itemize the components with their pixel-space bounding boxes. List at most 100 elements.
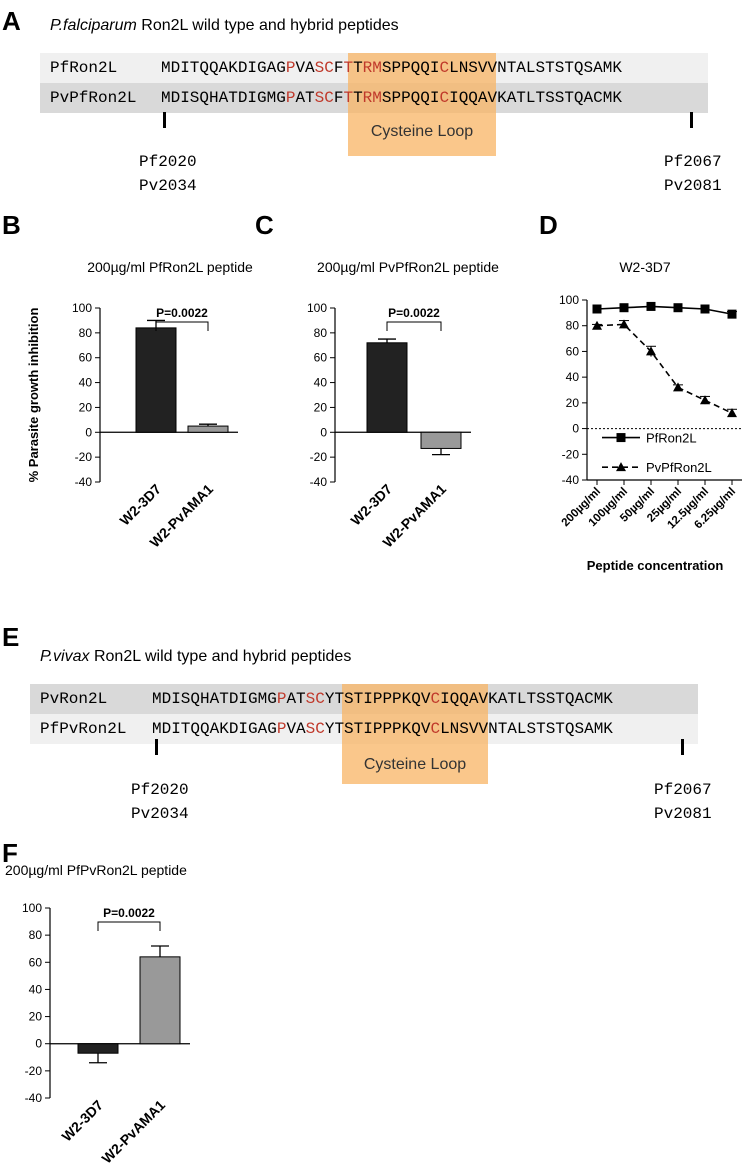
- end-tick-e: [681, 739, 684, 755]
- pfron2l-segment: RM: [362, 59, 382, 77]
- chart-d-x-label: Peptide concentration: [587, 558, 724, 573]
- panel-e-title: P.vivax Ron2L wild type and hybrid pepti…: [40, 648, 351, 666]
- pfron2l-segment: LNSVVNTALSTSTQSAMK: [449, 59, 622, 77]
- panel-e-title-species: P.vivax: [40, 648, 90, 665]
- chart-f-y-tick-label: -40: [25, 1091, 43, 1105]
- chart-d-y-tick-label: 20: [566, 396, 580, 410]
- pfpvron2l-segment: VA: [286, 720, 306, 738]
- pfron2l-segment: P: [285, 59, 296, 77]
- pvpfron2l-segment: SPPQQI: [381, 89, 440, 107]
- start-positions-a: Pf2020 Pv2034: [139, 150, 197, 198]
- pfpvron2l-segment: P: [276, 720, 287, 738]
- chart-d-point-triangle: [673, 382, 683, 392]
- pvpfron2l-segment: T: [353, 89, 363, 107]
- chart-d-title: W2-3D7: [619, 259, 671, 275]
- seq-name-pvron2l: PvRon2L: [40, 690, 108, 708]
- pfron2l-segment: SC: [314, 59, 334, 77]
- pvron2l-segment: IQQAVKATLTSSTQACMK: [440, 690, 613, 708]
- cysteine-loop-box-e: Cysteine Loop: [342, 684, 488, 784]
- chart-f-y-tick-label: 60: [29, 955, 43, 969]
- chart-d-point-triangle: [727, 408, 737, 418]
- chart-c: 200µg/ml PvPfRon2L peptide 100 80 60 40 20 0 -2…: [307, 259, 499, 550]
- panel-e-title-rest: Ron2L wild type and hybrid peptides: [89, 648, 352, 665]
- chart-d-point-square: [727, 309, 737, 319]
- chart-c-y-tick-label: 60: [314, 351, 328, 365]
- pfpvron2l-segment: SC: [305, 720, 325, 738]
- charts-row-f: 200µg/ml PfPvRon2L peptide 100 80 60 40 20 0 -2…: [5, 862, 190, 1167]
- pvpfron2l-segment: AT: [295, 89, 315, 107]
- chart-d-point-square: [646, 301, 656, 311]
- seq-name-pvpfron2l: PvPfRon2L: [50, 89, 137, 107]
- seq-name-pfpvron2l: PfPvRon2L: [40, 720, 127, 738]
- pfron2l-segment: SPPQQI: [381, 59, 440, 77]
- start-pos-pv-a: Pv2034: [139, 177, 197, 195]
- pvpfron2l-segment: C: [439, 89, 450, 107]
- chart-b-y-tick-label: 60: [79, 351, 93, 365]
- chart-b-y-tick-label: -40: [75, 475, 93, 489]
- chart-d-point-square: [592, 304, 602, 314]
- chart-d-point-square: [619, 303, 629, 313]
- chart-d-legend-label: PfRon2L: [646, 431, 697, 446]
- end-positions-e: Pf2067 Pv2081: [654, 778, 712, 826]
- pfron2l-segment: MDITQQAKDIGAG: [161, 59, 286, 77]
- chart-d-point-square: [700, 304, 710, 314]
- chart-d-y-tick-label: 40: [566, 370, 580, 384]
- start-positions-e: Pf2020 Pv2034: [131, 778, 189, 826]
- chart-c-y-tick-label: 40: [314, 376, 328, 390]
- panel-a-title-species: P.falciparum: [50, 17, 137, 34]
- chart-b-p-value: P=0.0022: [156, 306, 208, 320]
- chart-d-point-triangle: [646, 346, 656, 356]
- seq-text-pfron2l: MDITQQAKDIGAGPVASCFTTRMSPPQQICLNSVVNTALS…: [161, 59, 622, 77]
- chart-b-title: 200µg/ml PfRon2L peptide: [87, 259, 253, 275]
- chart-b-y-tick-label: 40: [79, 376, 93, 390]
- chart-f-bar: [139, 956, 181, 1045]
- panel-a-letter: A: [2, 6, 21, 36]
- chart-c-category-label: W2-3D7: [347, 481, 395, 529]
- chart-d-legend-marker: [616, 433, 626, 443]
- chart-c-y-tick-label: -40: [310, 475, 328, 489]
- chart-b-bar: [187, 425, 229, 433]
- panel-c-letter: C: [255, 210, 274, 240]
- chart-c-y-tick-label: 100: [307, 301, 327, 315]
- chart-f-category-label: W2-3D7: [58, 1097, 106, 1145]
- panel-b-letter: B: [2, 210, 21, 240]
- chart-b-y-label: % Parasite growth inhibition: [26, 308, 41, 483]
- pvron2l-segment: SC: [305, 690, 325, 708]
- end-pos-pf-a: Pf2067: [664, 153, 722, 171]
- chart-f-category-label: W2-PvAMA1: [98, 1097, 168, 1167]
- chart-c-y-tick-label: -20: [310, 450, 328, 464]
- chart-b-y-tick-label: -20: [75, 450, 93, 464]
- chart-f-y-tick-label: 40: [29, 982, 43, 996]
- chart-f-p-value: P=0.0022: [103, 906, 155, 920]
- chart-f-bar: [77, 1043, 119, 1054]
- seq-text-pvpfron2l: MDISQHATDIGMGPATSCFTTRMSPPQQICIQQAVKATLT…: [161, 89, 622, 107]
- start-pos-pf-a: Pf2020: [139, 153, 197, 171]
- pvron2l-segment: AT: [286, 690, 306, 708]
- cysteine-loop-label-e: Cysteine Loop: [363, 756, 467, 773]
- chart-f-significance-bracket: [97, 921, 161, 931]
- chart-f-title: 200µg/ml PfPvRon2L peptide: [5, 862, 187, 878]
- pvpfron2l-segment: F: [333, 89, 344, 107]
- pfron2l-segment: F: [333, 59, 344, 77]
- end-pos-pf-e: Pf2067: [654, 781, 712, 799]
- chart-d-y-tick-label: 0: [572, 422, 579, 436]
- panel-d-letter: D: [539, 210, 558, 240]
- chart-d-point-triangle: [592, 320, 602, 330]
- pfron2l-segment: C: [439, 59, 450, 77]
- chart-d-series-line: [596, 305, 733, 315]
- panel-e-letter: E: [2, 622, 20, 652]
- chart-b-y-tick-label: 100: [72, 301, 92, 315]
- start-pos-pf-e: Pf2020: [131, 781, 189, 799]
- start-tick-a: [163, 112, 166, 128]
- chart-d-series-line: [596, 323, 733, 414]
- chart-b-category-label: W2-3D7: [116, 481, 164, 529]
- end-pos-pv-e: Pv2081: [654, 805, 712, 823]
- chart-d-y-tick-label: 80: [566, 319, 580, 333]
- chart-d-y-tick-label: -20: [562, 447, 580, 461]
- pfron2l-segment: T: [343, 59, 354, 77]
- pfpvron2l-segment: YTSTIPPPKQV: [324, 720, 431, 738]
- pvpfron2l-segment: T: [343, 89, 354, 107]
- pfron2l-segment: T: [353, 59, 363, 77]
- chart-d-point-square: [673, 303, 683, 313]
- start-tick-e: [155, 739, 158, 755]
